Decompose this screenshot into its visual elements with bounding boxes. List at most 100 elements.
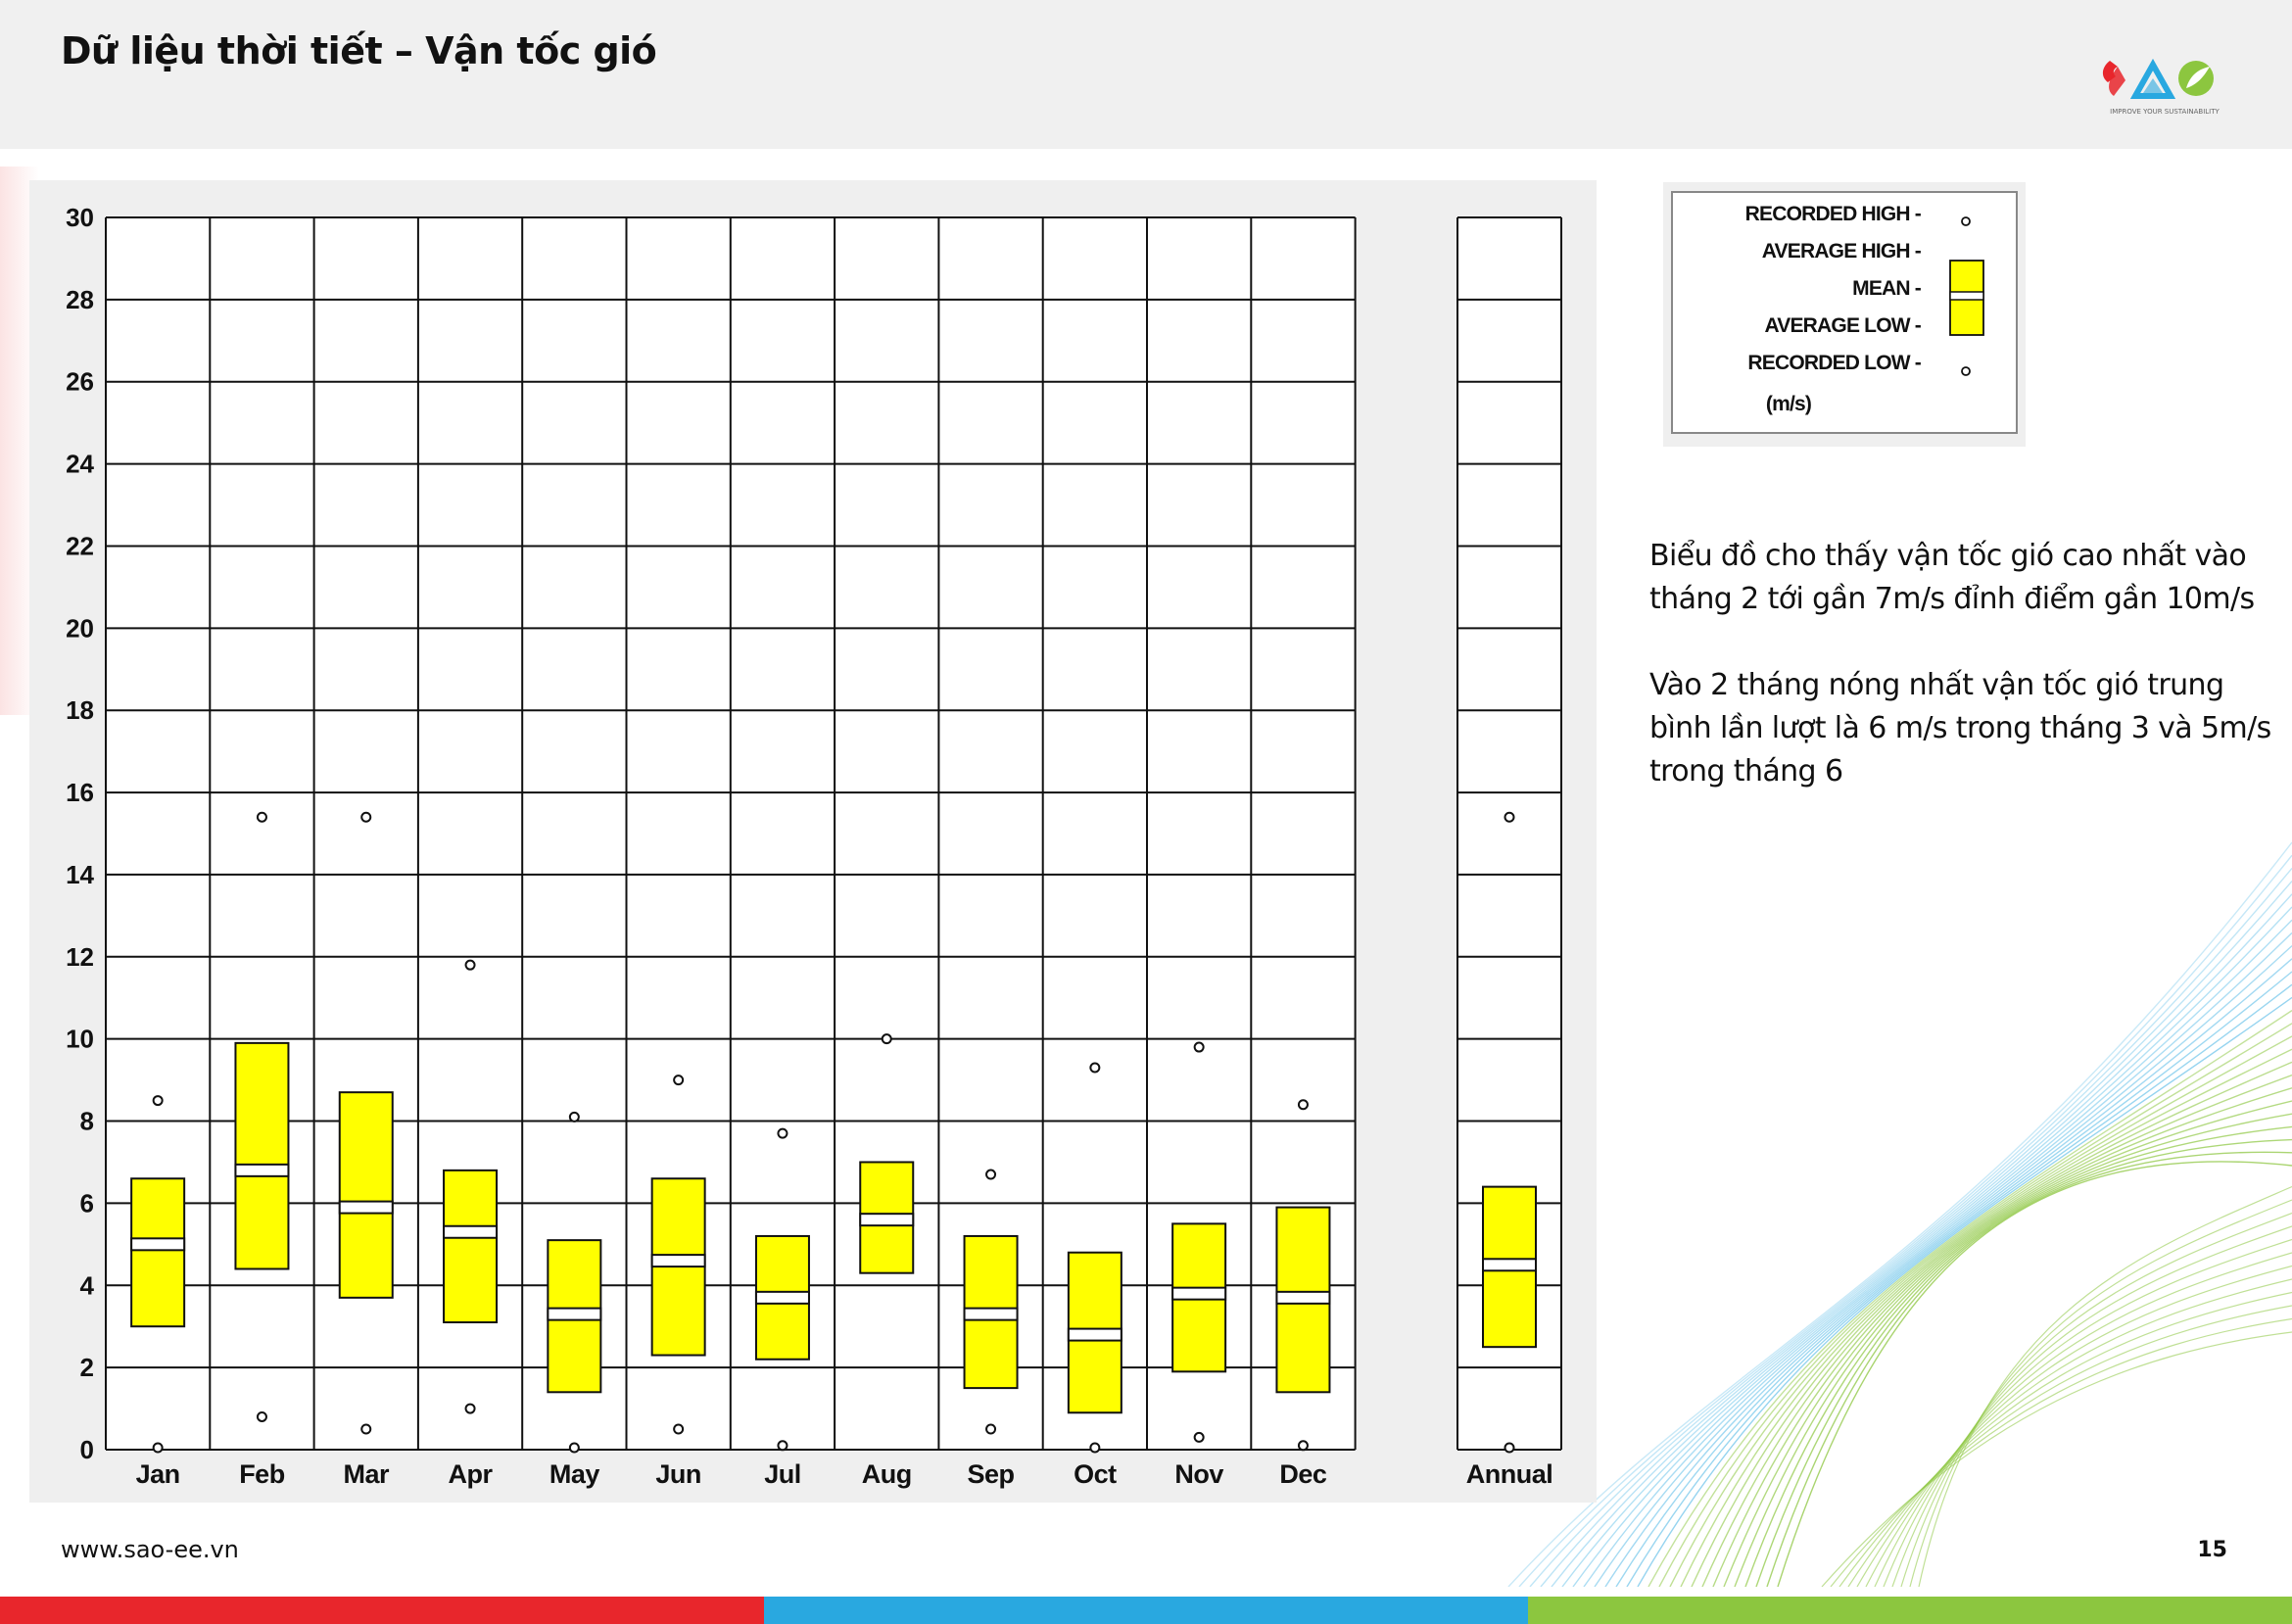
- legend-mean-marker: [1949, 291, 1984, 301]
- annual-recorded-high-point: [1504, 811, 1515, 823]
- month-jan-label: Jan: [136, 1459, 180, 1489]
- month-may-mean-marker: [547, 1307, 602, 1321]
- month-mar-mean-marker: [338, 1200, 394, 1215]
- y-tick-label: 24: [66, 450, 94, 479]
- month-jan-recorded-high-point: [152, 1095, 164, 1107]
- month-mar-recorded-high-point: [360, 811, 372, 823]
- y-tick-label: 10: [66, 1025, 94, 1054]
- month-aug-mean-marker: [859, 1213, 915, 1227]
- analysis-note: Biểu đồ cho thấy vận tốc gió cao nhất và…: [1649, 535, 2276, 836]
- bottom-bar-green: [1528, 1597, 2292, 1624]
- month-sep-recorded-low-point: [985, 1423, 997, 1435]
- sao-logo: IMPROVE YOUR SUSTAINABILITY: [2102, 58, 2220, 116]
- month-jul-recorded-low-point: [777, 1440, 788, 1452]
- month-jun-mean-marker: [650, 1254, 706, 1268]
- wave-line: [1874, 1252, 2292, 1587]
- wave-line: [1900, 1212, 2292, 1587]
- month-dec-recorded-low-point: [1297, 1440, 1309, 1452]
- month-nov-mean-marker: [1171, 1286, 1227, 1301]
- wave-line: [1637, 996, 2292, 1587]
- month-jul-label: Jul: [764, 1459, 801, 1489]
- wave-line: [1856, 1278, 2292, 1587]
- y-tick-label: 18: [66, 695, 94, 725]
- bottom-color-bar: [0, 1597, 2292, 1624]
- wave-line: [1830, 1317, 2292, 1587]
- month-mar-recorded-low-point: [360, 1423, 372, 1435]
- y-tick-label: 20: [66, 613, 94, 643]
- month-jul-mean-marker: [754, 1290, 810, 1305]
- wave-line: [1865, 1265, 2292, 1587]
- month-nov-recorded-low-point: [1193, 1431, 1205, 1443]
- legend-recorded-low-marker: [1961, 366, 1971, 376]
- wave-line: [1734, 1113, 2292, 1587]
- month-aug-recorded-high-point: [881, 1033, 892, 1045]
- month-apr-mean-marker: [443, 1224, 499, 1239]
- wave-line: [1744, 1125, 2292, 1587]
- wave-line: [1518, 854, 2292, 1587]
- wave-line: [1701, 1074, 2292, 1587]
- month-dec-recorded-high-point: [1297, 1099, 1309, 1111]
- y-tick-label: 22: [66, 531, 94, 560]
- wave-line: [1540, 881, 2292, 1587]
- legend-contents: RECORDED HIGH - AVERAGE HIGH - MEAN - AV…: [1745, 203, 1984, 415]
- wave-line: [1669, 1035, 2292, 1587]
- y-tick-label: 16: [66, 778, 94, 807]
- wave-line: [1918, 1185, 2292, 1587]
- wave-line: [1594, 945, 2292, 1587]
- month-dec-label: Dec: [1279, 1459, 1327, 1489]
- annual-label: Annual: [1466, 1459, 1553, 1489]
- wave-line: [1766, 1151, 2292, 1587]
- month-oct-recorded-high-point: [1089, 1062, 1101, 1074]
- month-jan-box: [130, 1177, 186, 1328]
- wave-line: [1838, 1305, 2292, 1587]
- month-jun-recorded-low-point: [673, 1423, 685, 1435]
- month-jan-mean-marker: [130, 1237, 186, 1252]
- month-jun-recorded-high-point: [673, 1075, 685, 1086]
- green-wave-decoration: [1507, 841, 2292, 1587]
- y-tick-label: 14: [66, 860, 94, 889]
- footer-url[interactable]: www.sao-ee.vn: [61, 1536, 239, 1563]
- wave-line: [1891, 1225, 2292, 1587]
- wave-line: [1777, 1161, 2292, 1587]
- month-mar-label: Mar: [343, 1459, 390, 1489]
- month-nov-label: Nov: [1174, 1459, 1223, 1489]
- month-may-recorded-high-point: [568, 1111, 580, 1122]
- bottom-bar-red: [0, 1597, 764, 1624]
- legend-label-mean: MEAN -: [1852, 277, 1922, 300]
- month-oct-recorded-low-point: [1089, 1442, 1101, 1454]
- y-tick-label: 8: [80, 1107, 94, 1136]
- wave-line: [1626, 983, 2292, 1587]
- bottom-bar-blue: [764, 1597, 1528, 1624]
- y-tick-label: 4: [80, 1270, 95, 1300]
- wave-line: [1583, 931, 2292, 1587]
- legend-recorded-high-marker: [1961, 216, 1971, 226]
- y-tick-label: 28: [66, 285, 94, 314]
- wave-line: [1561, 906, 2292, 1587]
- wave-line: [1847, 1291, 2292, 1587]
- month-sep-mean-marker: [963, 1307, 1019, 1321]
- wave-line: [1658, 1023, 2292, 1587]
- legend-label-recorded-low: RECORDED LOW -: [1747, 352, 1921, 374]
- month-feb-box: [234, 1041, 290, 1270]
- wave-line: [1680, 1048, 2292, 1587]
- month-dec-mean-marker: [1275, 1290, 1331, 1305]
- wave-line: [1755, 1138, 2292, 1587]
- wave-line: [1529, 867, 2292, 1587]
- month-nov-recorded-high-point: [1193, 1041, 1205, 1053]
- month-jul-recorded-high-point: [777, 1127, 788, 1139]
- y-tick-label: 30: [66, 203, 94, 232]
- month-may-recorded-low-point: [568, 1442, 580, 1454]
- month-apr-recorded-low-point: [464, 1403, 476, 1414]
- legend-label-unit: (m/s): [1766, 393, 1811, 415]
- wave-line: [1909, 1199, 2292, 1587]
- chart-legend: RECORDED HIGH - AVERAGE HIGH - MEAN - AV…: [1663, 182, 2026, 447]
- wave-line: [1712, 1087, 2292, 1587]
- chart-panel: 0 2 4 6 8 10 12 14 16 18 20 22 24 26 28 30 Jan Feb Mar Apr M…: [29, 180, 1597, 1503]
- legend-label-average-low: AVERAGE LOW -: [1764, 314, 1921, 337]
- month-apr-box: [443, 1169, 499, 1324]
- legend-label-recorded-high: RECORDED HIGH -: [1745, 203, 1922, 225]
- month-aug-label: Aug: [862, 1459, 912, 1489]
- wave-line: [1883, 1238, 2292, 1587]
- month-oct-mean-marker: [1067, 1327, 1122, 1342]
